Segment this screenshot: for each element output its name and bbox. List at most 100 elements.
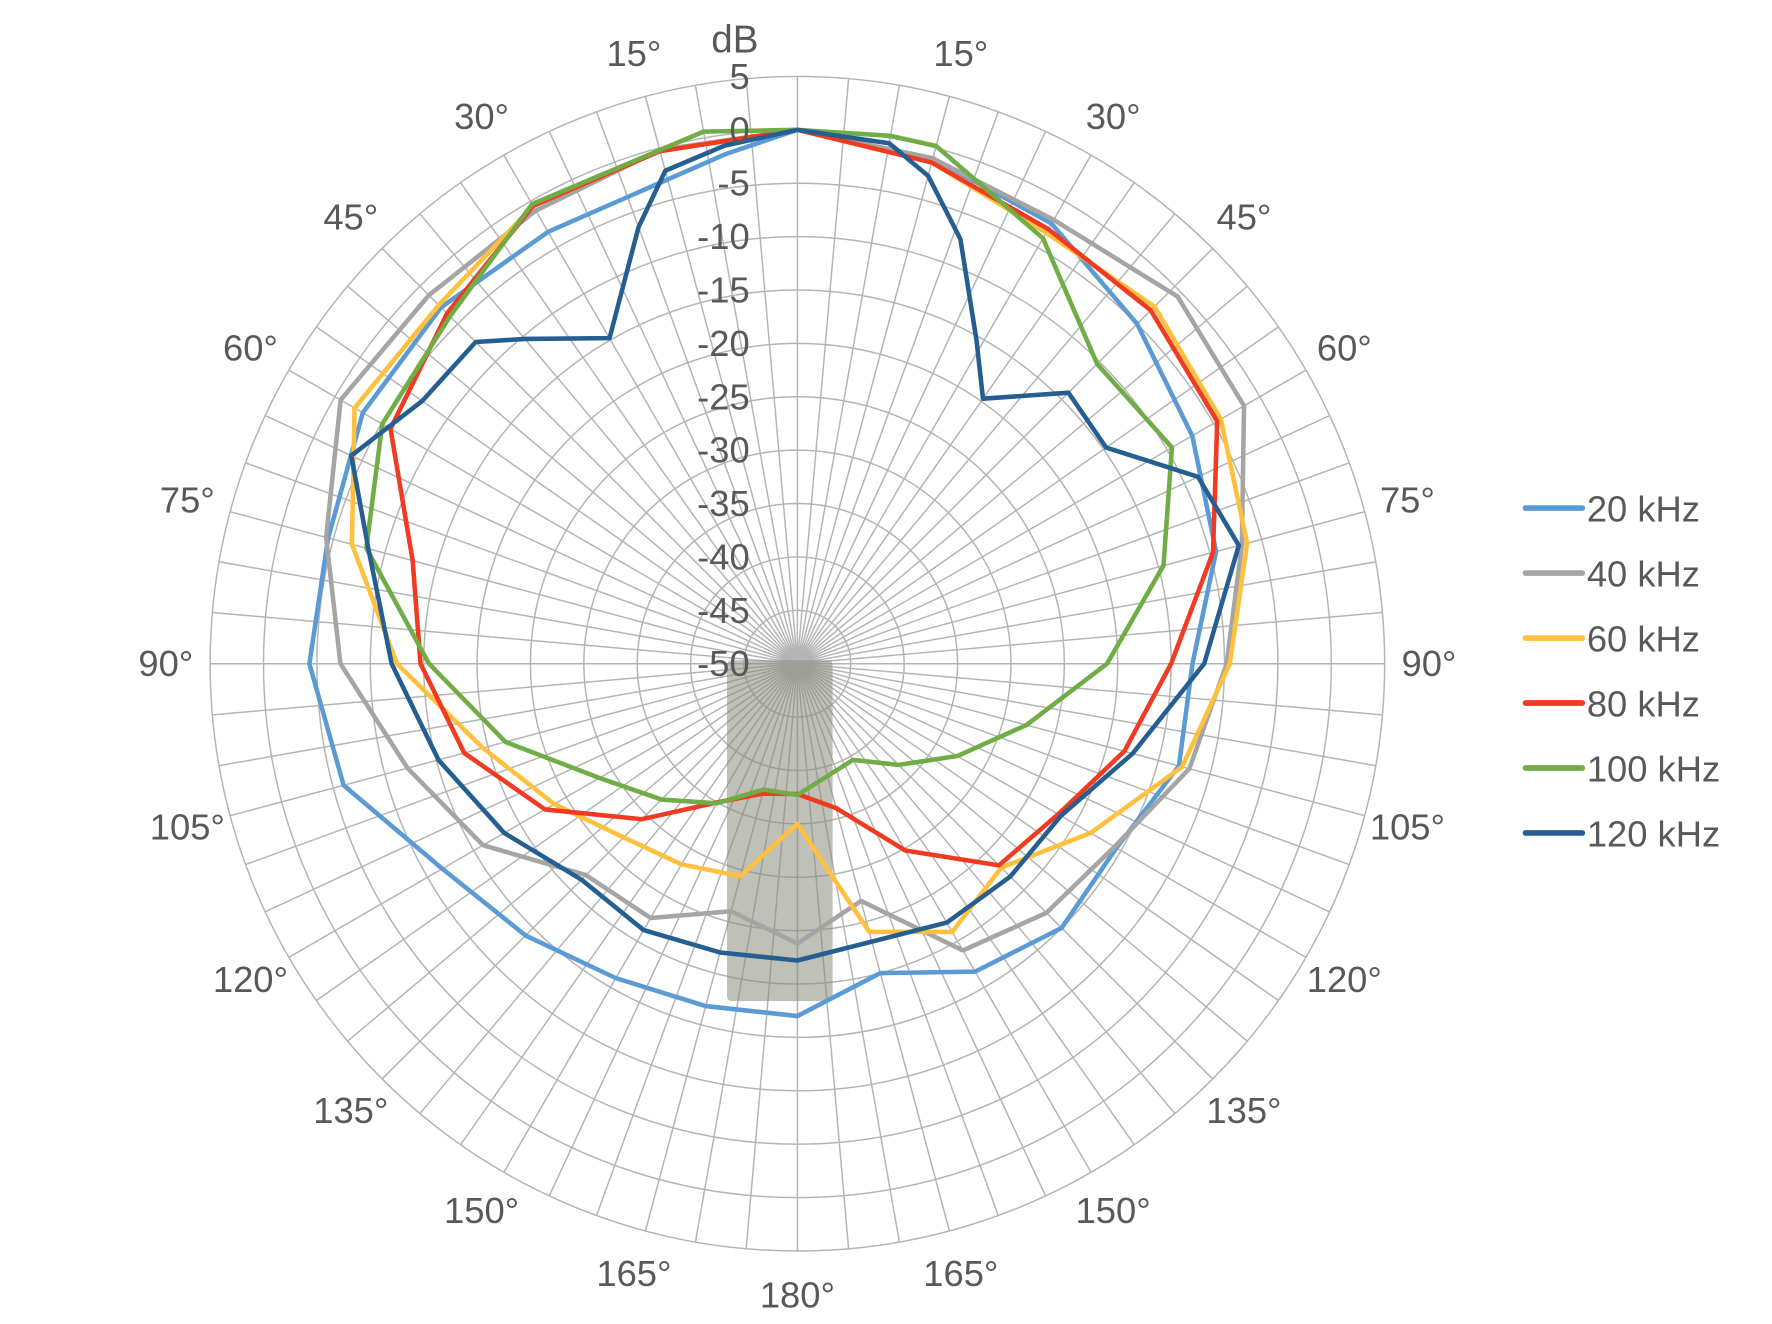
angle-tick-label: 30° [454, 96, 509, 137]
radial-tick-label: -5 [717, 163, 749, 204]
grid-ring [316, 182, 1279, 1145]
radial-tick-label: -45 [697, 590, 750, 631]
angle-tick-label: 150° [1076, 1190, 1151, 1231]
grid-spoke [797, 462, 1350, 665]
grid-spoke [796, 663, 1092, 1173]
grid-spoke [595, 111, 799, 664]
grid-spoke [797, 510, 1365, 665]
grid-spoke [212, 611, 798, 665]
grid-spoke [797, 369, 1307, 665]
grid-spoke [797, 662, 1383, 716]
series-line-40-khz [323, 127, 1247, 953]
grid-spoke [797, 662, 1365, 817]
grid-spoke [644, 96, 799, 664]
angle-tick-label: 120° [1307, 959, 1382, 1000]
grid-spoke [288, 369, 798, 665]
angle-tick-label: 150° [444, 1190, 519, 1231]
series-line-120-khz [349, 127, 1242, 963]
angle-tick-label: 90° [138, 643, 193, 684]
radial-tick-label: -10 [697, 216, 750, 257]
grid-spoke [796, 663, 1248, 1042]
grid-spoke [797, 663, 1350, 866]
grid-spoke [419, 213, 798, 665]
grid-spoke [796, 213, 1176, 665]
radial-tick-labels: 5 0 -5 -10 -15 -20 -25 -30 -35 -40 -45 -50 [697, 56, 750, 684]
grid-spoke [503, 154, 799, 665]
legend-label: 80 kHz [1587, 684, 1700, 725]
angle-tick-label: 60° [223, 327, 278, 368]
angle-tick-label: 90° [1401, 643, 1456, 684]
grid-spoke [797, 663, 1307, 958]
series-line-20-khz [307, 127, 1219, 1019]
grid-spoke [797, 414, 1330, 665]
grid-spoke [347, 663, 798, 1042]
grid-spoke [796, 247, 1214, 665]
grid-spoke [796, 131, 1047, 665]
angle-tick-label: 135° [1206, 1090, 1281, 1131]
legend-label: 40 kHz [1587, 554, 1700, 595]
angle-tick-label: 180° [760, 1275, 835, 1316]
grid-spoke [797, 611, 1383, 665]
grid-spoke [459, 182, 799, 665]
series-line-60-khz [349, 127, 1250, 935]
angle-tick-label: 45° [1217, 197, 1272, 238]
grid-ring [209, 75, 1386, 1252]
grid-spoke [797, 662, 1376, 767]
angle-tick-label: 105° [1370, 807, 1445, 848]
radial-axis-label: dB [711, 19, 758, 62]
angle-tick-labels: 15° 30° 45° 60° 75° 90° 105° 120° 135° 150° 165° 18… [138, 33, 1456, 1316]
angle-tick-label: 30° [1086, 96, 1141, 137]
legend-label: 120 kHz [1587, 814, 1720, 855]
radial-tick-label: -50 [697, 643, 750, 684]
grid-spoke [245, 663, 798, 866]
device-image [726, 660, 833, 1002]
series-lines [307, 127, 1250, 1019]
grid-spoke [218, 662, 798, 767]
angle-tick-label: 15° [933, 33, 988, 74]
grid-spoke [229, 510, 798, 665]
grid-spoke [218, 561, 798, 665]
legend-label: 60 kHz [1587, 619, 1700, 660]
grid-spoke [212, 662, 798, 716]
grid-spoke [315, 326, 798, 665]
grid-spoke [229, 662, 798, 817]
radial-tick-label: -20 [697, 323, 750, 364]
legend-label: 20 kHz [1587, 489, 1700, 530]
grid-spoke [796, 85, 901, 664]
angle-tick-label: 135° [313, 1090, 388, 1131]
grid-spoke [796, 663, 1214, 1080]
grid-spoke [796, 182, 1135, 665]
angle-tick-label: 165° [923, 1253, 998, 1294]
legend-label: 100 kHz [1587, 749, 1720, 790]
legend: 20 kHz 40 kHz 60 kHz 80 kHz 100 kHz 120 kHz [1522, 489, 1720, 855]
radial-tick-label: 0 [729, 109, 749, 150]
radial-tick-label: -15 [697, 269, 750, 310]
grid-spoke [796, 663, 1135, 1146]
radial-tick-label: -30 [697, 430, 750, 471]
grid-spoke [548, 131, 799, 665]
grid-spoke [694, 85, 799, 664]
radial-tick-label: -35 [697, 483, 750, 524]
angle-tick-label: 15° [606, 33, 661, 74]
grid-spoke [797, 663, 1330, 913]
angle-tick-label: 75° [1380, 480, 1435, 521]
angle-tick-label: 120° [213, 959, 288, 1000]
grid-spoke [745, 78, 799, 664]
angle-tick-label: 45° [323, 197, 378, 238]
radial-tick-label: -40 [697, 536, 750, 577]
angle-tick-label: 165° [596, 1253, 671, 1294]
grid-spoke [796, 111, 999, 664]
angle-tick-label: 75° [160, 480, 215, 521]
grid-spoke [796, 96, 951, 664]
grid-spoke [347, 285, 798, 665]
series-line-100-khz [364, 127, 1175, 806]
radial-tick-label: 5 [729, 56, 749, 97]
grid-spoke [796, 78, 850, 664]
angle-tick-label: 60° [1317, 327, 1372, 368]
radial-tick-label: -25 [697, 376, 750, 417]
angle-tick-label: 105° [150, 807, 225, 848]
grid-spoke [315, 663, 798, 1002]
grid-spoke [797, 561, 1376, 665]
